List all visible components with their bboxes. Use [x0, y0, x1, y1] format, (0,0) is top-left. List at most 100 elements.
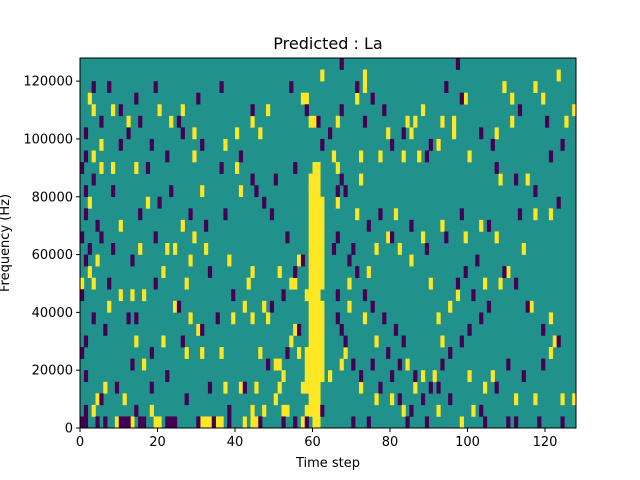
- heatmap-cell-low: [169, 185, 174, 198]
- heatmap-cell-high: [312, 266, 317, 278]
- heatmap-cell-low: [320, 404, 325, 417]
- heatmap-cell-high: [304, 358, 309, 371]
- heatmap-cell-high: [95, 254, 100, 267]
- heatmap-cell-high: [107, 300, 112, 313]
- heatmap-cell-low: [281, 289, 286, 302]
- heatmap-cell-high: [452, 127, 457, 140]
- heatmap-cell-high: [103, 381, 108, 394]
- heatmap-cell-high: [552, 335, 557, 348]
- heatmap-cell-low: [107, 277, 112, 290]
- heatmap-cell-high: [320, 370, 325, 383]
- heatmap-cell-high: [250, 404, 255, 417]
- heatmap-cell-low: [83, 185, 89, 198]
- y-axis: 0 20000 40000 60000 80000 100000 120000: [23, 75, 80, 437]
- heatmap-cell-high: [308, 219, 313, 232]
- heatmap-cell-low: [401, 127, 406, 140]
- heatmap-cell-high: [463, 92, 468, 105]
- heatmap-cell-low: [173, 416, 178, 429]
- heatmap-cell-low: [169, 416, 174, 429]
- heatmap-cell-high: [304, 404, 309, 417]
- heatmap-cell-high: [95, 393, 100, 406]
- heatmap-cell-high: [180, 104, 185, 117]
- heatmap-cell-low: [95, 219, 100, 232]
- heatmap-cell-high: [308, 208, 313, 221]
- heatmap-cell-low: [440, 358, 445, 371]
- heatmap-cell-high: [188, 254, 193, 267]
- heatmap-cell-high: [320, 300, 325, 313]
- heatmap-cell-high: [91, 277, 96, 290]
- heatmap-cell-high: [471, 404, 476, 417]
- heatmap-cell-high: [114, 416, 120, 429]
- heatmap-cell-low: [409, 404, 414, 417]
- heatmap-cell-high: [331, 150, 337, 163]
- heatmap-cell-low: [138, 208, 143, 221]
- heatmap-cell-low: [130, 254, 135, 267]
- heatmap-cell-low: [219, 81, 224, 93]
- heatmap-cell-high: [316, 173, 321, 186]
- heatmap-cell-high: [80, 277, 85, 290]
- heatmap-cell-low: [83, 254, 89, 267]
- heatmap-cell-low: [262, 196, 267, 209]
- heatmap-cell-high: [316, 196, 321, 209]
- heatmap-cell-low: [196, 416, 201, 429]
- heatmap-cell-high: [161, 266, 166, 278]
- heatmap-cell-low: [118, 104, 123, 117]
- y-tick-label: 20000: [32, 364, 73, 379]
- heatmap-cell-high: [483, 277, 488, 290]
- heatmap-cell-low: [138, 115, 143, 128]
- heatmap-cell-high: [533, 81, 538, 93]
- heatmap-cell-high: [514, 393, 519, 406]
- heatmap-cell-high: [533, 208, 538, 221]
- heatmap-cell-low: [366, 219, 371, 232]
- heatmap-cell-high: [304, 381, 309, 394]
- heatmap-cell-high: [312, 347, 317, 359]
- heatmap-cell-high: [316, 162, 321, 174]
- heatmap-cell-low: [556, 335, 561, 348]
- heatmap-cell-low: [126, 416, 131, 429]
- heatmap-cell-high: [300, 92, 306, 105]
- heatmap-cell-low: [118, 416, 123, 429]
- heatmap-cell-high: [421, 370, 426, 383]
- heatmap-cell-high: [316, 323, 321, 336]
- heatmap-cell-high: [455, 289, 461, 302]
- heatmap-cell-low: [83, 370, 89, 383]
- heatmap-cell-high: [308, 381, 313, 394]
- heatmap-cell-high: [99, 138, 104, 151]
- heatmap-cell-high: [316, 243, 321, 255]
- heatmap-cell-high: [235, 162, 240, 174]
- heatmap-cell-low: [114, 381, 120, 394]
- heatmap-cell-high: [293, 323, 298, 336]
- heatmap-cell-low: [331, 243, 337, 255]
- heatmap-cell-high: [312, 173, 317, 186]
- heatmap-cell-low: [386, 347, 391, 359]
- heatmap-cell-high: [378, 150, 383, 163]
- heatmap-cell-low: [153, 81, 158, 93]
- heatmap-cell-high: [149, 404, 154, 417]
- heatmap-cell-low: [176, 300, 182, 313]
- heatmap-cell-low: [111, 243, 116, 255]
- heatmap-cell-high: [308, 277, 313, 290]
- heatmap-cell-high: [227, 254, 232, 267]
- heatmap-cell-low: [537, 416, 542, 429]
- heatmap-cell-low: [397, 358, 402, 371]
- heatmap-cell-high: [436, 138, 441, 151]
- heatmap-cell-low: [362, 289, 368, 302]
- heatmap-cell-high: [87, 266, 92, 278]
- heatmap-cell-high: [355, 92, 360, 105]
- heatmap-cell-low: [545, 115, 550, 128]
- heatmap-cell-high: [289, 277, 294, 290]
- heatmap-cell-low: [339, 323, 344, 336]
- heatmap-cell-low: [517, 208, 523, 221]
- heatmap-cell-low: [401, 335, 406, 348]
- heatmap-cell-high: [304, 92, 309, 105]
- heatmap-cell-high: [320, 243, 325, 255]
- heatmap-cell-low: [455, 277, 461, 290]
- heatmap-cell-low: [409, 219, 414, 232]
- heatmap-cell-low: [343, 185, 348, 198]
- heatmap-cell-high: [343, 347, 348, 359]
- heatmap-cell-high: [529, 300, 534, 313]
- heatmap-cell-high: [440, 219, 445, 232]
- heatmap-cell-high: [362, 69, 368, 82]
- y-tick-label: 0: [65, 422, 73, 437]
- heatmap-cell-low: [107, 81, 112, 93]
